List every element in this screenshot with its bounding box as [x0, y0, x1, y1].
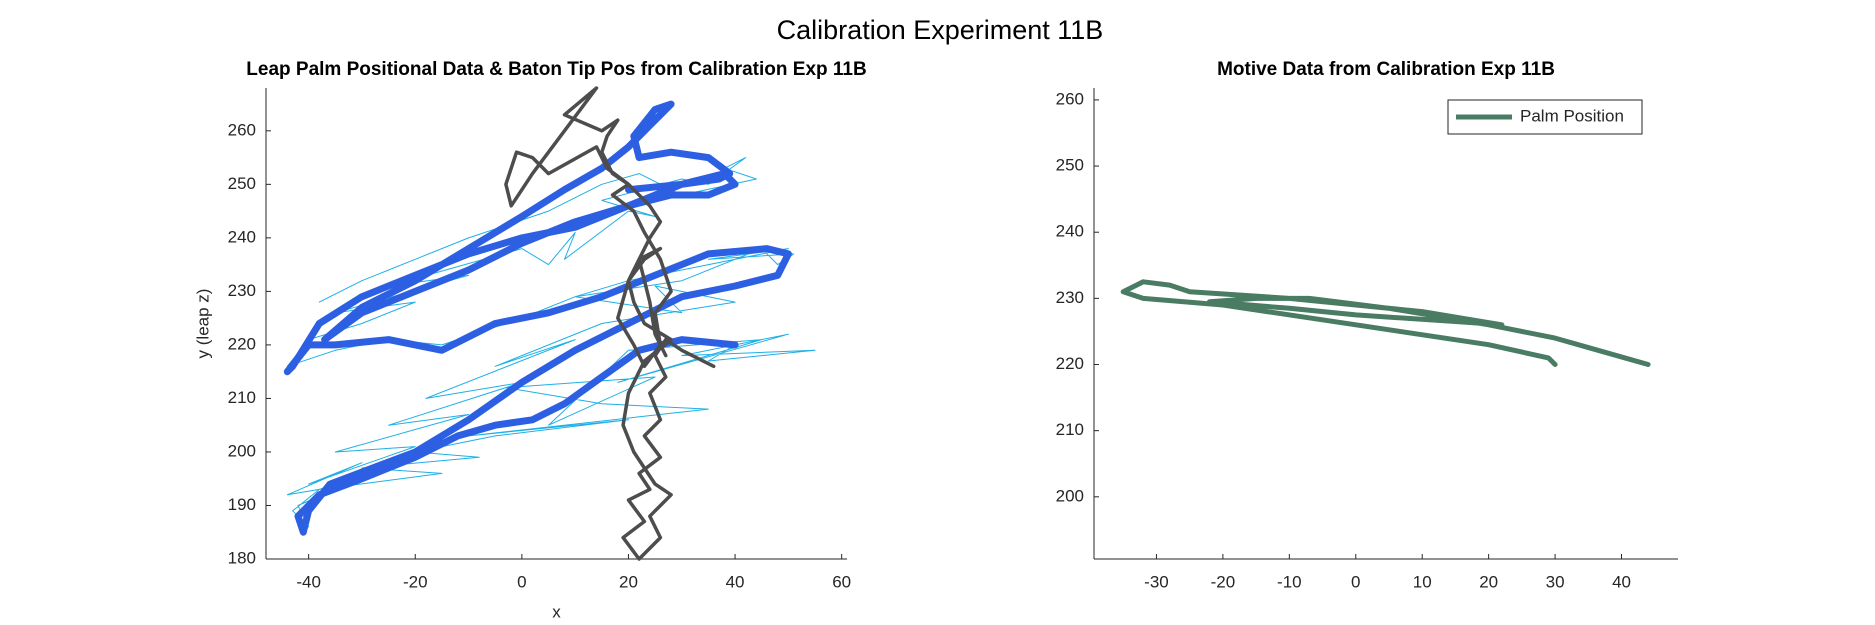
- y-tick-label: 190: [228, 495, 256, 514]
- y-tick-label: 240: [228, 227, 256, 246]
- y-tick-label: 230: [228, 281, 256, 300]
- data-line: [1120, 279, 1651, 367]
- x-tick-label: -40: [296, 572, 321, 591]
- x-tick-label: 10: [1413, 572, 1432, 591]
- data-line: [283, 100, 792, 536]
- y-tick-label: 200: [1056, 486, 1084, 505]
- axes-title: Motive Data from Calibration Exp 11B: [1217, 59, 1555, 80]
- y-tick-label: 240: [1056, 222, 1084, 241]
- y-tick-label: 260: [1056, 89, 1084, 108]
- x-tick-label: -30: [1144, 572, 1169, 591]
- y-tick-label: 220: [228, 334, 256, 353]
- x-tick-label: 0: [517, 572, 526, 591]
- y-tick-label: 210: [228, 388, 256, 407]
- x-tick-label: -20: [403, 572, 428, 591]
- y-tick-label: 260: [228, 120, 256, 139]
- x-tick-label: 0: [1351, 572, 1360, 591]
- data-line: [504, 86, 716, 561]
- y-axis-label: y (leap z): [193, 289, 212, 359]
- x-tick-label: 20: [1479, 572, 1498, 591]
- x-tick-label: -10: [1277, 572, 1302, 591]
- x-tick-label: 40: [726, 572, 745, 591]
- axes-title: Leap Palm Positional Data & Baton Tip Po…: [246, 59, 866, 80]
- y-tick-label: 210: [1056, 420, 1084, 439]
- figure-title: Calibration Experiment 11B: [777, 15, 1104, 45]
- x-tick-label: 20: [619, 572, 638, 591]
- y-tick-label: 200: [228, 441, 256, 460]
- x-axis-label: x: [552, 602, 561, 621]
- y-tick-label: 250: [228, 174, 256, 193]
- x-tick-label: 30: [1546, 572, 1565, 591]
- legend-label: Palm Position: [1520, 106, 1624, 125]
- x-tick-label: -20: [1211, 572, 1236, 591]
- y-tick-label: 250: [1056, 156, 1084, 175]
- y-tick-label: 230: [1056, 288, 1084, 307]
- x-tick-label: 60: [832, 572, 851, 591]
- x-tick-label: 40: [1612, 572, 1631, 591]
- y-tick-label: 180: [228, 548, 256, 567]
- y-tick-label: 220: [1056, 354, 1084, 373]
